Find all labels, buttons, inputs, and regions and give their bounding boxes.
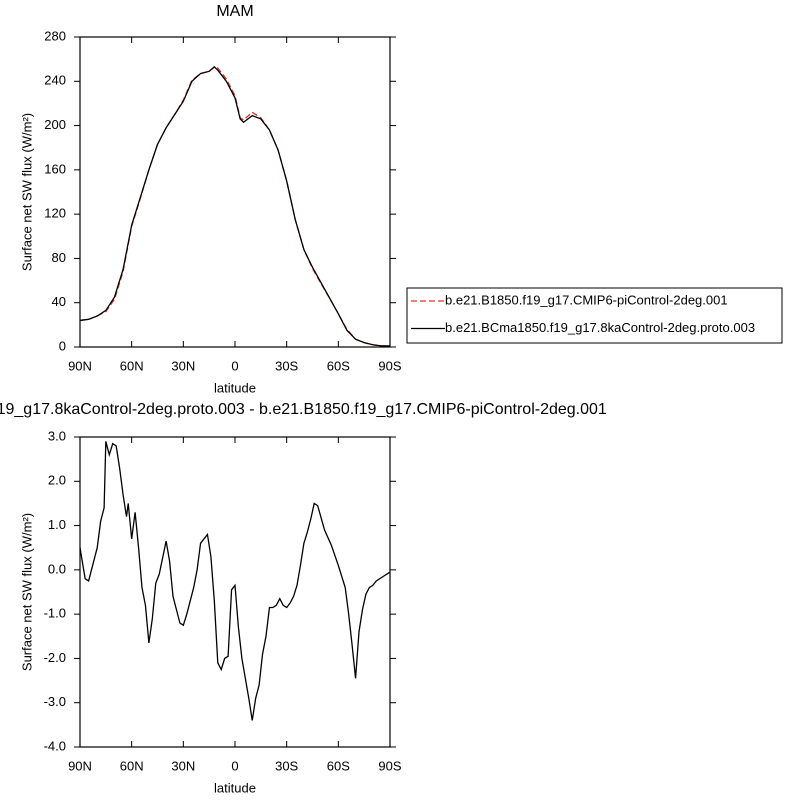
plot-frame — [79, 436, 391, 748]
y-tick-label: 240 — [44, 73, 66, 88]
x-tick-label: 0 — [231, 758, 238, 773]
y-tick-label: 200 — [44, 117, 66, 132]
x-tick-label: 30N — [171, 358, 195, 373]
legend-label: b.e21.B1850.f19_g17.CMIP6-piControl-2deg… — [445, 292, 728, 307]
x-tick-label: 60N — [120, 758, 144, 773]
x-tick-label: 90S — [378, 358, 401, 373]
x-tick-label: 30S — [275, 758, 298, 773]
x-tick-label: 0 — [231, 358, 238, 373]
x-tick-label: 30N — [171, 758, 195, 773]
y-tick-label: 40 — [52, 294, 66, 309]
y-tick-label: 80 — [52, 250, 66, 265]
data-line — [79, 441, 391, 721]
chart-title: MAM — [216, 3, 253, 20]
y-tick-label: 1.0 — [48, 517, 66, 532]
y-tick-label: -2.0 — [44, 650, 66, 665]
y-tick-label: -3.0 — [44, 694, 66, 709]
x-tick-label: 30S — [275, 358, 298, 373]
chart-title: b.e21.BCma1850.f19_g17.8kaControl-2deg.p… — [0, 401, 607, 418]
data-line — [79, 66, 390, 347]
y-tick-label: 0 — [59, 338, 66, 353]
x-axis-label: latitude — [214, 780, 256, 795]
y-axis-label: Surface net SW flux (W/m²) — [19, 513, 34, 671]
y-tick-label: 0.0 — [48, 561, 66, 576]
data-line — [79, 66, 390, 347]
x-tick-label: 90N — [68, 358, 92, 373]
y-tick-label: 120 — [44, 206, 66, 221]
x-axis-label: latitude — [214, 380, 256, 395]
y-tick-label: 2.0 — [48, 473, 66, 488]
plot-frame — [79, 36, 391, 348]
y-tick-label: 160 — [44, 161, 66, 176]
x-tick-label: 60S — [327, 358, 350, 373]
x-tick-label: 60S — [327, 758, 350, 773]
y-axis-label: Surface net SW flux (W/m²) — [19, 113, 34, 271]
x-tick-label: 90N — [68, 758, 92, 773]
y-tick-label: 280 — [44, 28, 66, 43]
legend-box — [406, 287, 783, 344]
legend-label: b.e21.BCma1850.f19_g17.8kaControl-2deg.p… — [445, 320, 755, 335]
x-tick-label: 90S — [378, 758, 401, 773]
x-tick-label: 60N — [120, 358, 144, 373]
y-tick-label: 3.0 — [48, 428, 66, 443]
y-tick-label: -1.0 — [44, 606, 66, 621]
y-tick-label: -4.0 — [44, 738, 66, 753]
